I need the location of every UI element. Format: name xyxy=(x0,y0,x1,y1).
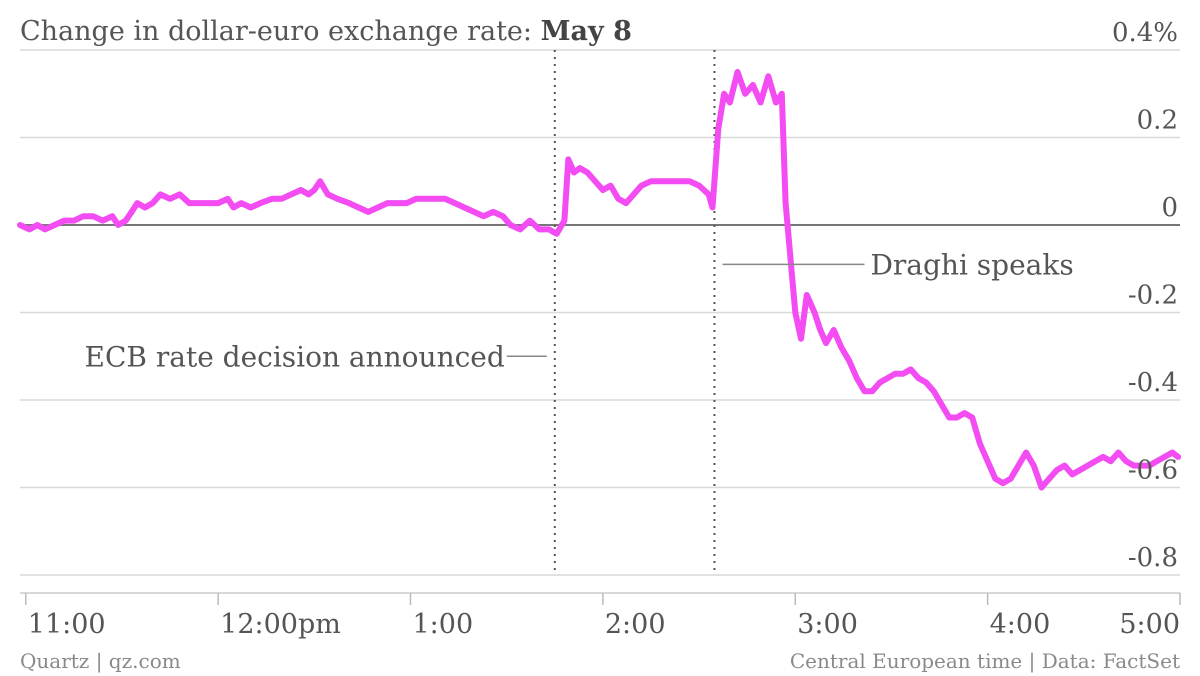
x-tick-label: 12:00pm xyxy=(220,609,341,640)
gridlines xyxy=(20,49,1180,576)
x-tick-label: 3:00 xyxy=(797,609,858,640)
y-tick-label: -0.8 xyxy=(1128,543,1178,573)
y-tick-label: 0 xyxy=(1161,193,1178,223)
chart-title-prefix: Change in dollar-euro exchange rate: xyxy=(20,16,541,47)
footer-data-credit: Central European time | Data: FactSet xyxy=(790,649,1180,674)
y-tick-label: 0.2 xyxy=(1137,106,1178,136)
annotations: ECB rate decision announced Draghi speaks xyxy=(85,248,1074,373)
footer-source: Quartz | qz.com xyxy=(20,649,181,674)
x-tick-label: 11:00 xyxy=(28,609,106,640)
x-tick-label: 1:00 xyxy=(413,609,474,640)
y-tick-label: -0.2 xyxy=(1128,281,1178,311)
annotation-label: Draghi speaks xyxy=(870,248,1073,281)
y-tick-label: 0.4% xyxy=(1112,18,1178,48)
y-axis-labels: 0.4% 0.2 0 -0.2 -0.4 -0.6 -0.8 xyxy=(1112,18,1178,573)
y-tick-label: -0.6 xyxy=(1128,456,1178,486)
y-tick-label: -0.4 xyxy=(1128,368,1178,398)
x-tick-label: 2:00 xyxy=(605,609,666,640)
exchange-rate-line xyxy=(17,68,1182,491)
x-tick-label: 5:00 xyxy=(1119,609,1180,640)
chart-title-date: May 8 xyxy=(541,16,632,47)
x-axis: 11:00 12:00pm 1:00 2:00 3:00 4:00 5:00 xyxy=(20,592,1181,640)
annotation-label: ECB rate decision announced xyxy=(85,340,505,373)
series-layer xyxy=(17,68,1182,491)
chart-title: Change in dollar-euro exchange rate: May… xyxy=(20,16,632,47)
x-tick-label: 4:00 xyxy=(990,609,1051,640)
